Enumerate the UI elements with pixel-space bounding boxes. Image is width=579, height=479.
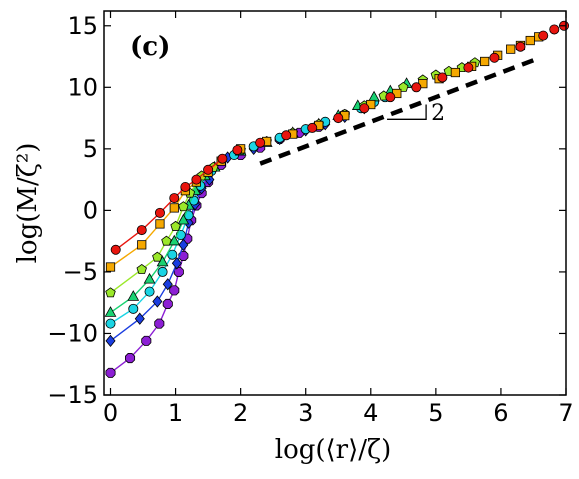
plot-frame <box>103 10 567 396</box>
data-point <box>450 67 460 78</box>
x-axis-title: log(⟨r⟩/ζ) <box>275 435 391 465</box>
data-point <box>538 30 549 41</box>
data-point <box>178 238 189 251</box>
data-point <box>173 266 184 277</box>
data-point <box>161 235 172 246</box>
y-tick-label: −10 <box>47 319 98 347</box>
series-group <box>105 102 370 347</box>
data-point <box>127 290 140 301</box>
x-tick-label: 1 <box>168 399 183 427</box>
series-group <box>110 20 570 255</box>
x-tick-label: 3 <box>298 399 313 427</box>
series-group <box>105 121 324 378</box>
x-tick-label: 7 <box>558 399 573 427</box>
data-point <box>105 287 116 298</box>
y-ticks: −15 −10 −5 0 5 10 15 <box>47 12 566 409</box>
data-point <box>105 334 116 347</box>
data-point <box>170 220 181 231</box>
data-point <box>136 263 147 274</box>
y-axis-title: log(M/ζ²) <box>13 143 43 264</box>
data-point <box>104 306 117 317</box>
data-point <box>177 213 190 225</box>
series-line <box>110 179 210 342</box>
data-point <box>134 312 145 325</box>
data-point <box>162 298 173 309</box>
data-point <box>437 72 448 83</box>
data-point <box>489 52 500 63</box>
data-point <box>203 164 214 175</box>
y-tick-label: 5 <box>83 135 98 163</box>
data-point <box>154 318 165 329</box>
data-point <box>167 249 178 260</box>
data-point <box>143 272 156 284</box>
slope-triangle <box>387 104 427 120</box>
data-point <box>232 145 243 156</box>
data-point <box>105 262 116 272</box>
y-tick-label: −5 <box>63 258 98 286</box>
data-point <box>549 24 560 35</box>
data-point <box>171 257 182 270</box>
data-point <box>141 335 152 346</box>
data-point <box>152 295 163 308</box>
x-ticks: 0 1 2 3 4 5 6 7 <box>103 11 574 427</box>
data-point <box>125 353 136 364</box>
data-point <box>506 44 516 54</box>
data-point <box>169 193 180 204</box>
panel-label: (c) <box>130 32 170 62</box>
data-point <box>155 219 165 229</box>
x-tick-label: 2 <box>233 399 248 427</box>
data-point <box>180 181 191 192</box>
slope-reference-line <box>259 58 535 166</box>
data-point <box>255 137 266 148</box>
data-point <box>368 90 380 102</box>
x-tick-label: 0 <box>103 399 118 427</box>
data-point <box>136 225 147 236</box>
data-point <box>154 207 165 218</box>
data-point <box>281 130 292 141</box>
data-point <box>178 201 189 212</box>
x-tick-label: 4 <box>363 399 378 427</box>
data-point <box>463 62 474 73</box>
series-group <box>105 92 391 329</box>
data-point <box>307 122 318 133</box>
data-layer: 2 <box>104 20 570 378</box>
data-point <box>105 318 116 329</box>
data-point <box>105 367 116 378</box>
data-point <box>525 35 535 46</box>
y-tick-label: −15 <box>47 381 98 409</box>
series-group <box>105 32 544 272</box>
data-point <box>169 285 180 296</box>
data-point <box>137 240 147 250</box>
x-tick-label: 5 <box>428 399 443 427</box>
data-point <box>480 56 490 67</box>
data-point <box>411 82 422 93</box>
data-point <box>217 153 228 164</box>
x-tick-label: 6 <box>493 399 508 427</box>
data-point <box>178 250 189 261</box>
data-point <box>359 103 370 114</box>
data-point <box>169 203 179 213</box>
data-point <box>157 266 168 277</box>
data-point <box>128 303 139 314</box>
data-point <box>168 234 181 246</box>
data-point <box>144 286 155 297</box>
series-group <box>104 77 413 317</box>
data-point <box>152 251 163 262</box>
data-point <box>333 113 344 124</box>
slope-label: 2 <box>431 101 445 126</box>
data-point <box>162 278 173 291</box>
data-point <box>110 244 121 255</box>
data-point <box>191 174 202 185</box>
y-tick-label: 0 <box>83 196 98 224</box>
y-tick-label: 15 <box>67 12 98 40</box>
data-point <box>515 41 526 52</box>
data-point <box>385 92 396 103</box>
y-tick-label: 10 <box>67 73 98 101</box>
